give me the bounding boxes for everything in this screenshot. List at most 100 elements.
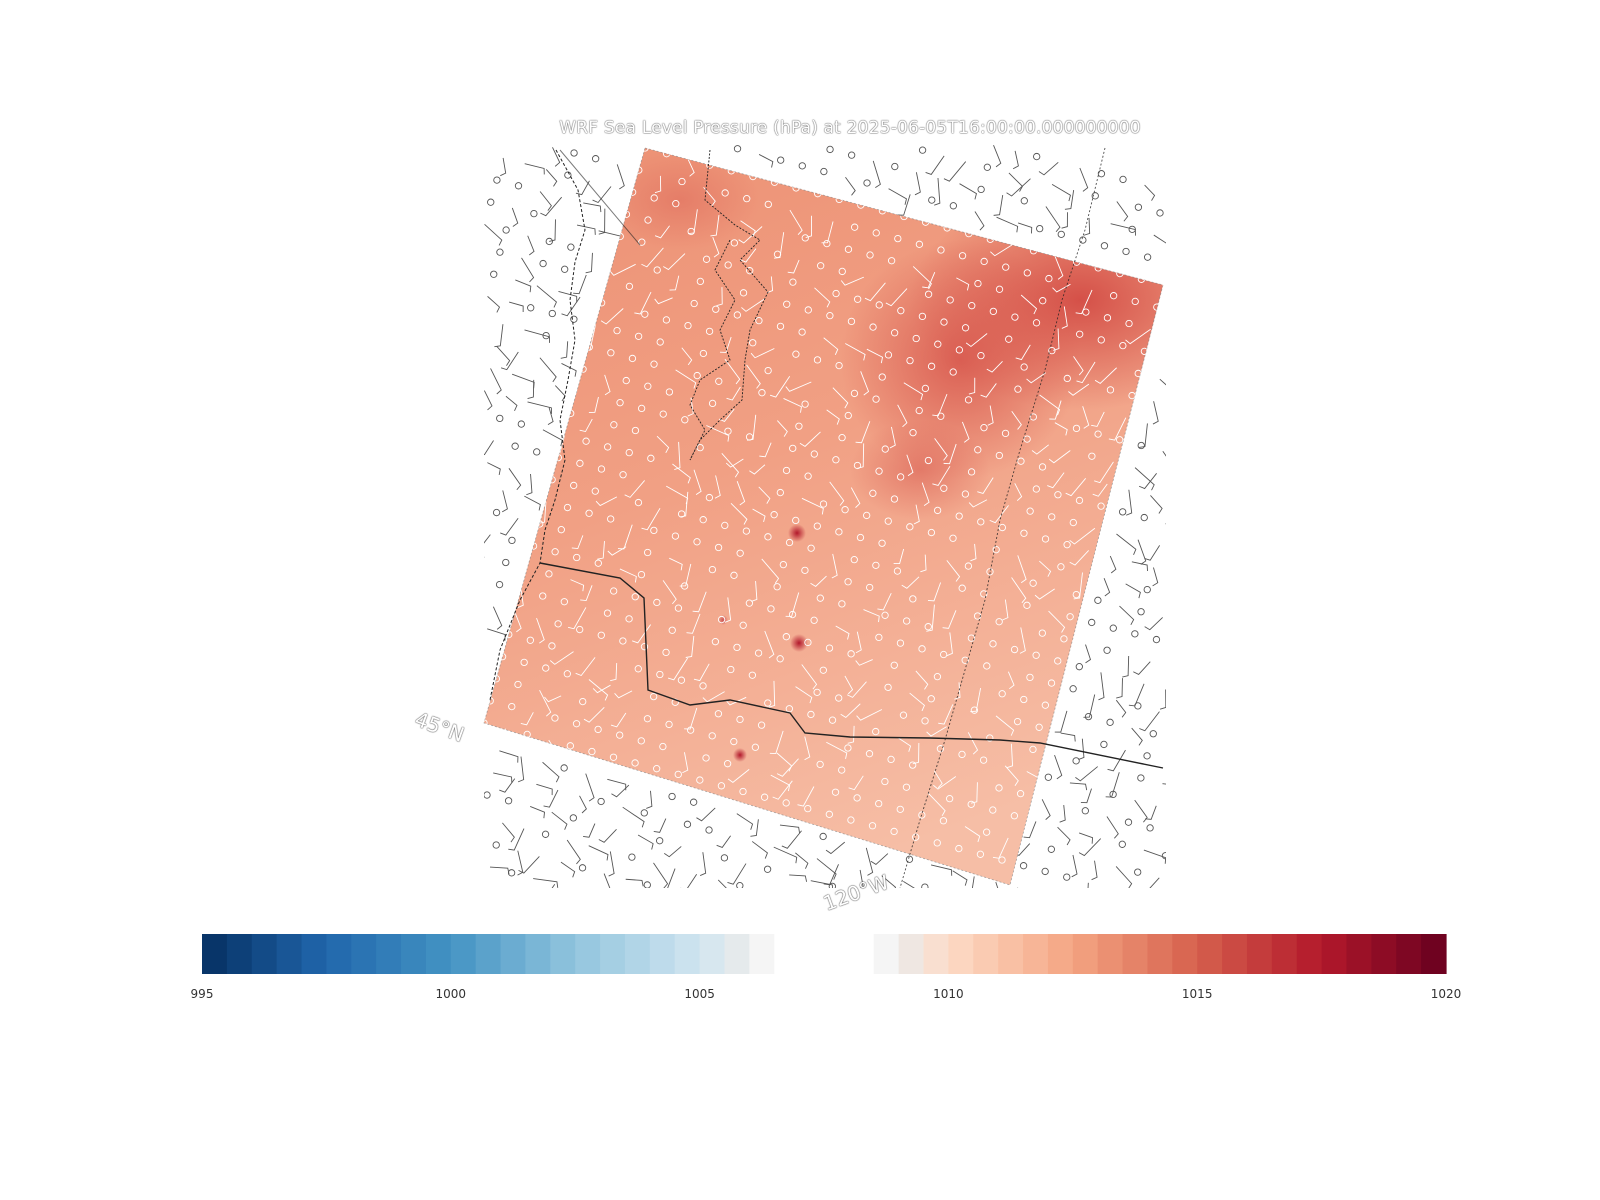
calm-wind-marker bbox=[554, 620, 562, 628]
calm-wind-marker bbox=[887, 755, 895, 764]
wind-barb bbox=[799, 431, 821, 447]
wind-barb bbox=[653, 862, 669, 888]
calm-wind-marker bbox=[915, 406, 923, 415]
wind-barb bbox=[927, 582, 942, 602]
calm-wind-marker bbox=[810, 616, 818, 624]
calm-wind-marker bbox=[650, 692, 658, 701]
wind-barb bbox=[1144, 184, 1156, 201]
wind-barb bbox=[768, 680, 776, 708]
calm-wind-marker bbox=[817, 262, 825, 270]
calm-wind-marker bbox=[517, 420, 525, 428]
wind-barb bbox=[576, 224, 596, 235]
wind-barb bbox=[885, 288, 908, 307]
wind-barb bbox=[490, 368, 502, 395]
calm-wind-marker bbox=[561, 265, 569, 273]
wind-barb bbox=[961, 421, 970, 443]
wind-barb bbox=[1054, 422, 1068, 436]
calm-wind-marker bbox=[754, 649, 763, 657]
wind-barb bbox=[1020, 294, 1038, 315]
wind-barb bbox=[508, 468, 522, 491]
calm-wind-marker bbox=[597, 797, 605, 806]
colorbar-segment bbox=[202, 934, 228, 974]
wind-barb bbox=[959, 183, 977, 200]
wind-barb bbox=[993, 145, 1002, 168]
wind-barb bbox=[759, 442, 772, 458]
wind-barb bbox=[781, 830, 802, 849]
calm-wind-marker bbox=[631, 426, 640, 435]
calm-wind-marker bbox=[757, 721, 766, 729]
wind-barb bbox=[927, 792, 946, 817]
wind-barb bbox=[814, 287, 831, 308]
calm-wind-marker bbox=[764, 699, 772, 707]
calm-wind-marker bbox=[508, 702, 516, 711]
calm-wind-marker bbox=[1094, 596, 1102, 604]
wind-barb bbox=[1115, 866, 1133, 888]
colorbar-segment bbox=[276, 934, 303, 974]
calm-wind-marker bbox=[875, 467, 883, 475]
calm-wind-marker bbox=[705, 493, 714, 502]
colorbar-segment bbox=[674, 934, 701, 974]
calm-wind-marker bbox=[721, 521, 729, 530]
calm-wind-marker bbox=[961, 324, 970, 332]
wind-barb bbox=[505, 395, 518, 412]
wind-barb bbox=[850, 487, 861, 508]
wind-barb bbox=[977, 477, 994, 495]
calm-wind-marker bbox=[1081, 807, 1089, 815]
calm-wind-marker bbox=[1075, 663, 1083, 671]
wind-barb bbox=[551, 883, 556, 888]
calm-wind-marker bbox=[863, 179, 871, 187]
wind-barb bbox=[1008, 172, 1023, 192]
wind-barb bbox=[903, 382, 924, 401]
wind-barb bbox=[501, 490, 508, 513]
calm-wind-marker bbox=[696, 277, 705, 286]
calm-wind-marker bbox=[863, 511, 871, 520]
calm-wind-marker bbox=[1026, 507, 1034, 515]
wind-barb bbox=[1153, 234, 1166, 244]
calm-wind-marker bbox=[835, 528, 843, 536]
wind-barb bbox=[942, 610, 957, 629]
calm-wind-marker bbox=[1094, 430, 1102, 438]
wind-barb bbox=[663, 846, 682, 858]
wind-barb bbox=[750, 819, 759, 837]
wind-barb bbox=[540, 196, 563, 217]
calm-wind-marker bbox=[958, 252, 967, 260]
wind-barb bbox=[487, 462, 501, 476]
calm-wind-marker bbox=[674, 604, 683, 612]
wind-barb bbox=[970, 782, 978, 804]
calm-wind-marker bbox=[918, 146, 927, 154]
calm-wind-marker bbox=[637, 737, 645, 745]
wind-barb bbox=[938, 704, 954, 725]
wind-barb bbox=[646, 790, 653, 809]
calm-wind-marker bbox=[964, 396, 973, 404]
calm-wind-marker bbox=[998, 856, 1006, 864]
wind-barb bbox=[598, 828, 617, 843]
calm-wind-marker bbox=[937, 412, 945, 420]
calm-wind-marker bbox=[850, 389, 859, 398]
wind-barb bbox=[1047, 472, 1065, 489]
calm-wind-marker bbox=[1069, 685, 1077, 693]
wind-barb bbox=[667, 868, 676, 888]
calm-wind-marker bbox=[597, 465, 606, 473]
colorbar-tick-label: 1020 bbox=[1430, 987, 1462, 1001]
wind-barb bbox=[1060, 732, 1076, 742]
calm-wind-marker bbox=[933, 506, 942, 515]
wind-barb bbox=[930, 864, 953, 876]
colorbar-segment bbox=[799, 934, 825, 974]
calm-wind-marker bbox=[1026, 673, 1034, 682]
calm-wind-marker bbox=[816, 760, 824, 769]
calm-wind-marker bbox=[573, 553, 581, 562]
calm-wind-marker bbox=[662, 316, 671, 324]
calm-wind-marker bbox=[872, 229, 880, 237]
calm-wind-marker bbox=[1029, 413, 1037, 421]
calm-wind-marker bbox=[992, 546, 1000, 554]
calm-wind-marker bbox=[924, 456, 933, 465]
wind-barb bbox=[913, 504, 920, 525]
calm-wind-marker bbox=[1045, 274, 1053, 283]
wind-barb bbox=[835, 625, 850, 640]
colorbar-segment bbox=[699, 934, 726, 974]
wind-barb bbox=[1162, 450, 1166, 457]
calm-wind-marker bbox=[736, 549, 744, 557]
wind-barb bbox=[1048, 610, 1066, 633]
wind-barb bbox=[1019, 627, 1026, 654]
wind-barb bbox=[484, 390, 493, 411]
